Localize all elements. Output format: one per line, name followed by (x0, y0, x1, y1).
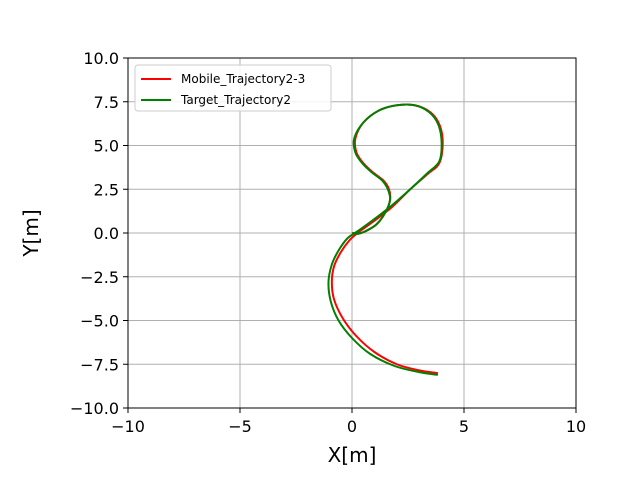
axis-ticks: −10 −5 0 5 10 −10.0 −7.5 −5.0 −2.5 0.0 2.5 5.0 7.5 10… (70, 49, 586, 436)
series-line-target (327, 103, 443, 376)
x-tick-label: 5 (459, 417, 469, 436)
y-tick-label: −5.0 (80, 312, 119, 331)
legend-box (134, 64, 332, 112)
x-tick-label: −5 (228, 417, 252, 436)
y-tick-label: 5.0 (94, 137, 119, 156)
x-tick-label: 10 (566, 417, 586, 436)
y-tick-label: 7.5 (94, 93, 119, 112)
y-tick-label: −7.5 (80, 355, 119, 374)
x-axis-label: X[m] (328, 443, 377, 467)
x-tick-label: 0 (347, 417, 357, 436)
legend-entry: Target_Trajectory2 (180, 93, 291, 107)
y-tick-label: −2.5 (80, 268, 119, 287)
y-axis-label: Y[m] (19, 209, 43, 257)
x-tick-label: −10 (111, 417, 145, 436)
legend-entry: Mobile_Trajectory2-3 (181, 72, 305, 86)
y-tick-label: −10.0 (70, 399, 119, 418)
legend: Mobile_Trajectory2-3 Target_Trajectory2 (134, 64, 332, 112)
y-tick-label: 0.0 (94, 224, 119, 243)
series-lines (327, 103, 444, 376)
y-tick-label: 10.0 (83, 49, 119, 68)
y-tick-label: 2.5 (94, 180, 119, 199)
